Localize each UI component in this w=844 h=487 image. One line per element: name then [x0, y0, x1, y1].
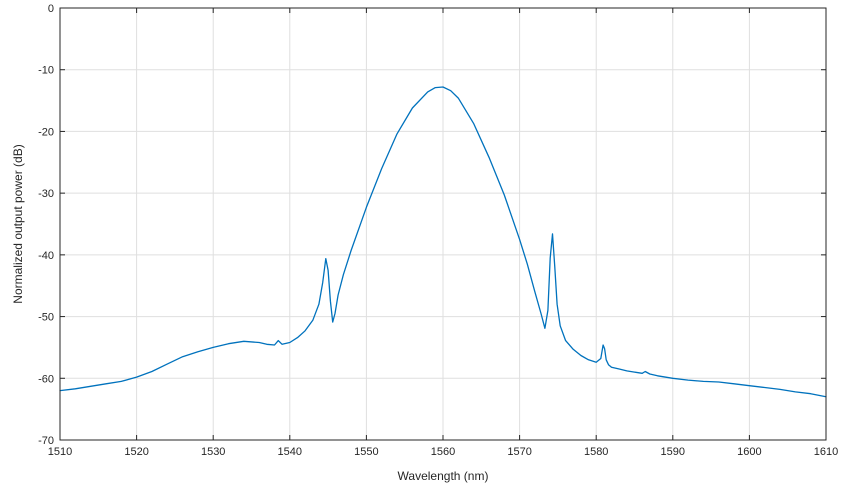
series-layer	[59, 86, 827, 398]
y-tick-label: -20	[38, 126, 54, 138]
x-tick-label: 1570	[507, 446, 531, 458]
x-tick-label: 1590	[661, 446, 685, 458]
y-axis-tick-labels: 0 -10 -20 -30 -40 -50 -60 -70	[38, 3, 54, 447]
y-tick-label: -10	[38, 65, 54, 77]
horizontal-gridlines	[60, 69, 826, 379]
x-axis-label: Wavelength (nm)	[398, 469, 489, 483]
y-tick-label: -70	[38, 435, 54, 447]
y-tick-label: 0	[48, 3, 54, 15]
y-tick-label: -30	[38, 188, 54, 200]
x-axis-ticks	[59, 8, 827, 440]
x-tick-label: 1610	[814, 446, 838, 458]
y-axis-label: Normalized output power (dB)	[11, 144, 25, 303]
x-tick-label: 1510	[48, 446, 72, 458]
y-tick-label: -40	[38, 250, 54, 262]
x-tick-label: 1560	[431, 446, 455, 458]
y-axis-ticks	[60, 7, 826, 441]
x-tick-label: 1530	[201, 446, 225, 458]
x-tick-label: 1550	[354, 446, 378, 458]
x-axis-tick-labels: 1510 1520 1530 1540 1550 1560 1570 1580 1590 1600…	[48, 446, 838, 458]
y-tick-label: -60	[38, 373, 54, 385]
series-line	[59, 86, 827, 398]
x-tick-label: 1580	[584, 446, 608, 458]
x-tick-label: 1540	[278, 446, 302, 458]
y-tick-label: -50	[38, 312, 54, 324]
vertical-gridlines	[136, 8, 750, 440]
x-tick-label: 1520	[124, 446, 148, 458]
x-tick-label: 1600	[737, 446, 761, 458]
